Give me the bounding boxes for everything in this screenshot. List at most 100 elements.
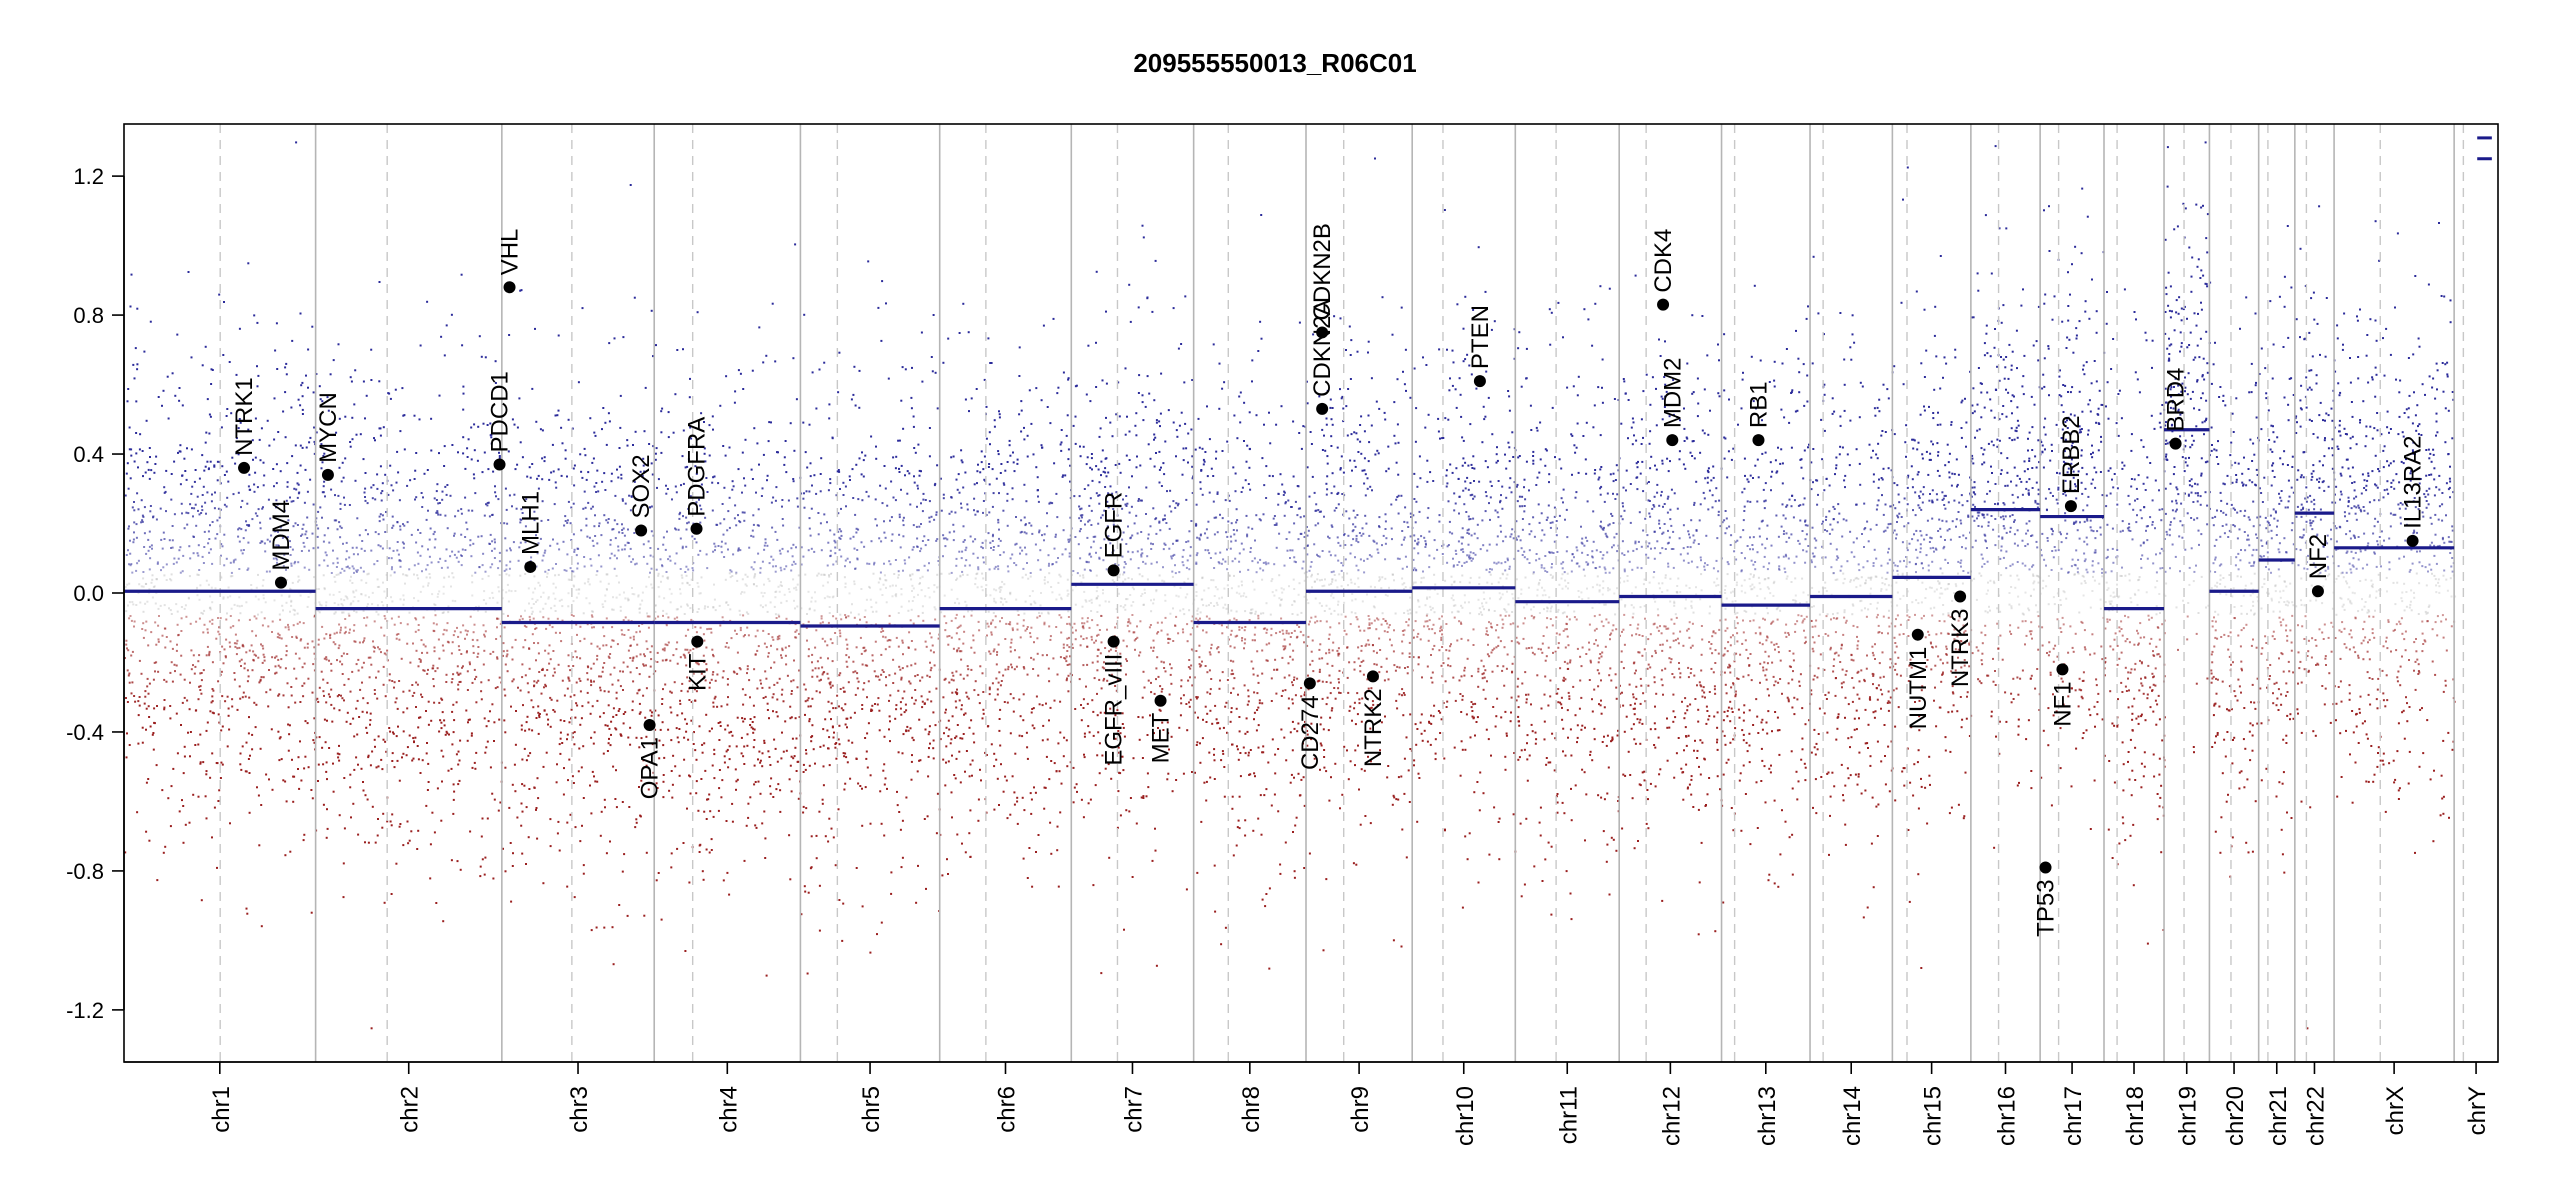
probe-point — [795, 737, 798, 740]
probe-point — [862, 646, 865, 649]
probe-point — [998, 729, 1001, 732]
probe-point — [209, 595, 212, 598]
probe-point — [209, 415, 212, 418]
probe-point — [627, 629, 630, 631]
probe-point — [505, 564, 508, 567]
probe-point — [689, 649, 692, 652]
probe-point — [474, 767, 477, 770]
probe-point — [953, 530, 956, 533]
probe-point — [494, 485, 496, 488]
probe-point — [780, 654, 782, 657]
probe-point — [767, 750, 770, 753]
probe-point — [432, 629, 435, 632]
probe-point — [326, 778, 328, 781]
probe-point — [961, 737, 964, 740]
probe-point — [289, 554, 292, 556]
probe-point — [1002, 603, 1004, 606]
probe-point — [1009, 693, 1012, 696]
probe-point — [640, 779, 643, 782]
probe-point — [791, 555, 794, 558]
probe-point — [830, 827, 833, 830]
probe-point — [570, 614, 573, 616]
probe-point — [595, 574, 598, 576]
probe-point — [575, 623, 578, 626]
probe-point — [1008, 444, 1011, 447]
probe-point — [556, 414, 559, 417]
probe-point — [524, 674, 527, 677]
probe-point — [649, 506, 651, 509]
probe-point — [739, 668, 742, 671]
probe-point — [834, 546, 837, 549]
probe-point — [823, 597, 826, 600]
probe-point — [380, 651, 382, 654]
probe-point — [444, 514, 447, 517]
probe-point — [299, 312, 302, 315]
probe-point — [735, 524, 738, 527]
probe-point — [354, 479, 357, 482]
probe-point — [967, 697, 970, 700]
probe-point — [816, 660, 819, 663]
probe-point — [267, 498, 270, 501]
probe-point — [671, 796, 674, 799]
probe-point — [502, 654, 504, 657]
probe-point — [775, 590, 778, 593]
probe-point — [313, 717, 316, 720]
probe-point — [587, 701, 590, 704]
probe-point — [875, 457, 878, 460]
probe-point — [1036, 637, 1039, 640]
probe-point — [319, 398, 322, 401]
probe-point — [510, 705, 512, 708]
probe-point — [775, 486, 778, 489]
probe-point — [441, 490, 444, 493]
probe-point — [163, 491, 166, 494]
probe-point — [520, 508, 523, 511]
probe-point — [184, 604, 187, 607]
probe-point — [835, 560, 838, 563]
probe-point — [824, 718, 827, 721]
probe-point — [1011, 775, 1014, 778]
probe-point — [318, 601, 321, 604]
probe-point — [798, 526, 801, 529]
probe-point — [767, 652, 770, 655]
probe-point — [774, 747, 777, 750]
probe-point — [642, 759, 645, 762]
probe-point — [358, 641, 361, 644]
probe-point — [589, 558, 592, 561]
probe-point — [621, 523, 623, 526]
probe-point — [890, 480, 893, 483]
probe-point — [621, 801, 624, 803]
probe-point — [631, 587, 633, 589]
probe-point — [816, 675, 819, 678]
probe-point — [386, 649, 389, 652]
probe-point — [436, 787, 439, 790]
probe-point — [188, 545, 191, 548]
probe-point — [613, 554, 616, 557]
probe-point — [170, 785, 173, 788]
probe-point — [211, 369, 214, 371]
probe-point — [323, 452, 326, 455]
probe-point — [703, 421, 705, 423]
probe-point — [929, 669, 932, 672]
probe-point — [141, 514, 144, 517]
probe-point — [526, 682, 529, 685]
probe-point — [780, 757, 783, 760]
probe-point — [952, 539, 955, 542]
probe-point — [237, 535, 240, 538]
probe-point — [205, 654, 208, 657]
probe-point — [238, 660, 241, 663]
probe-point — [561, 742, 564, 744]
probe-point — [1038, 529, 1041, 532]
probe-point — [1069, 464, 1072, 467]
probe-point — [365, 624, 368, 627]
probe-point — [248, 696, 251, 699]
probe-point — [342, 862, 345, 865]
probe-point — [282, 779, 285, 782]
probe-point — [974, 538, 977, 541]
probe-point — [741, 491, 743, 494]
probe-point — [676, 608, 679, 611]
probe-point — [160, 569, 162, 572]
probe-point — [457, 550, 460, 553]
probe-point — [589, 784, 591, 787]
probe-point — [759, 792, 762, 795]
probe-point — [206, 491, 209, 494]
